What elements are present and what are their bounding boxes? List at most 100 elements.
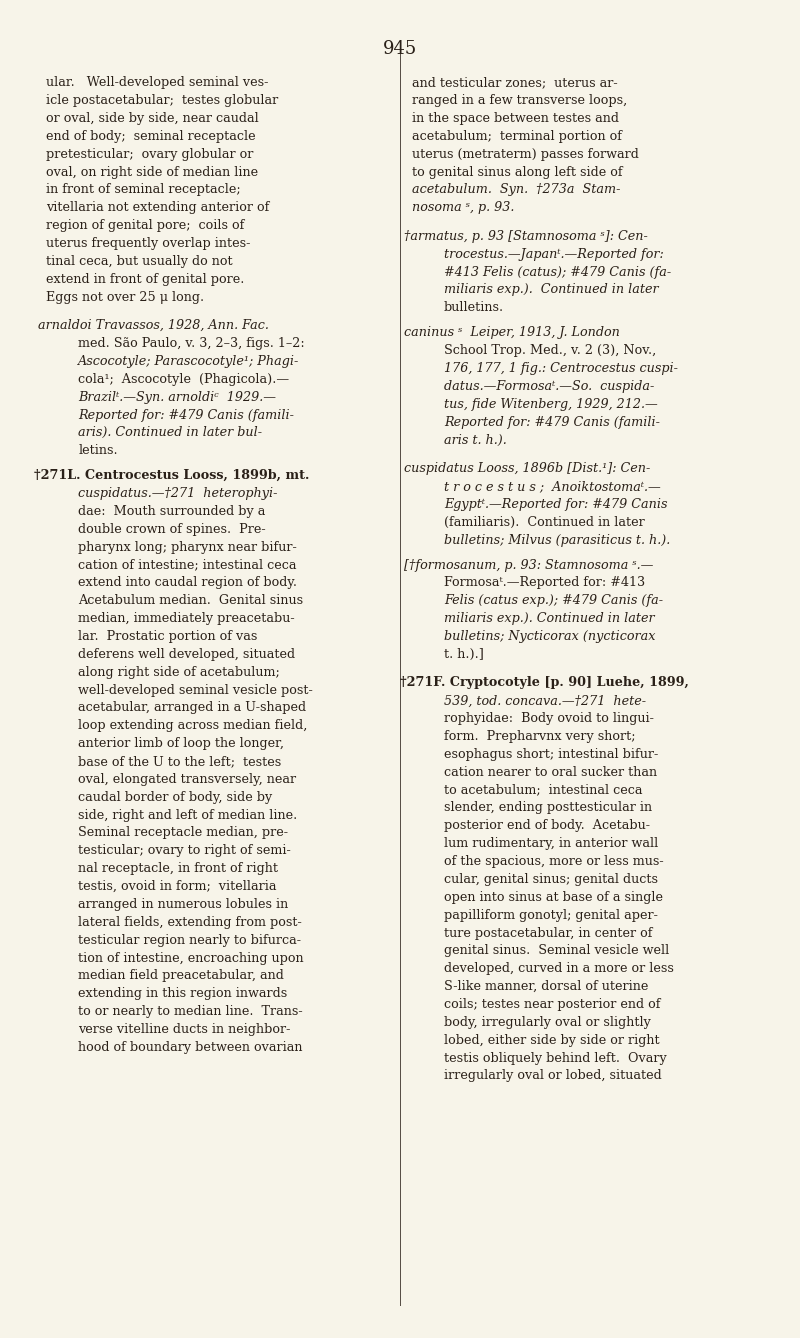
- Text: well-developed seminal vesicle post-: well-developed seminal vesicle post-: [78, 684, 313, 697]
- Text: cular, genital sinus; genital ducts: cular, genital sinus; genital ducts: [444, 872, 658, 886]
- Text: ular.   Well-developed seminal ves-: ular. Well-developed seminal ves-: [46, 76, 269, 90]
- Text: nal receptacle, in front of right: nal receptacle, in front of right: [78, 862, 278, 875]
- Text: loop extending across median field,: loop extending across median field,: [78, 720, 308, 732]
- Text: lum rudimentary, in anterior wall: lum rudimentary, in anterior wall: [444, 838, 658, 850]
- Text: cation of intestine; intestinal ceca: cation of intestine; intestinal ceca: [78, 558, 297, 571]
- Text: bulletins; Milvus (parasiticus t. h.).: bulletins; Milvus (parasiticus t. h.).: [444, 534, 670, 546]
- Text: pharynx long; pharynx near bifur-: pharynx long; pharynx near bifur-: [78, 541, 297, 554]
- Text: median field preacetabular, and: median field preacetabular, and: [78, 969, 284, 982]
- Text: trocestus.—Japanᵗ.—Reported for:: trocestus.—Japanᵗ.—Reported for:: [444, 248, 664, 261]
- Text: extend in front of genital pore.: extend in front of genital pore.: [46, 273, 245, 286]
- Text: cola¹;  Ascocotyle  (Phagicola).—: cola¹; Ascocotyle (Phagicola).—: [78, 373, 290, 385]
- Text: of the spacious, more or less mus-: of the spacious, more or less mus-: [444, 855, 664, 868]
- Text: S-like manner, dorsal of uterine: S-like manner, dorsal of uterine: [444, 981, 648, 993]
- Text: Brazilᵗ.—Syn. arnoldiᶜ  1929.—: Brazilᵗ.—Syn. arnoldiᶜ 1929.—: [78, 391, 277, 404]
- Text: testicular; ovary to right of semi-: testicular; ovary to right of semi-: [78, 844, 291, 858]
- Text: tus, fide Witenberg, 1929, 212.—: tus, fide Witenberg, 1929, 212.—: [444, 397, 658, 411]
- Text: bulletins.: bulletins.: [444, 301, 504, 314]
- Text: 176, 177, 1 fig.: Centrocestus cuspi-: 176, 177, 1 fig.: Centrocestus cuspi-: [444, 363, 678, 375]
- Text: [†formosanum, p. 93: Stamnosoma ˢ.—: [†formosanum, p. 93: Stamnosoma ˢ.—: [404, 558, 654, 571]
- Text: †271L. Centrocestus Looss, 1899b, mt.: †271L. Centrocestus Looss, 1899b, mt.: [34, 470, 310, 482]
- Text: side, right and left of median line.: side, right and left of median line.: [78, 808, 298, 822]
- Text: in the space between testes and: in the space between testes and: [412, 112, 619, 124]
- Text: arranged in numerous lobules in: arranged in numerous lobules in: [78, 898, 289, 911]
- Text: t r o c e s t u s ;  Anoiktostomaᵗ.—: t r o c e s t u s ; Anoiktostomaᵗ.—: [444, 480, 661, 492]
- Text: uterus (metraterm) passes forward: uterus (metraterm) passes forward: [412, 147, 639, 161]
- Text: †271F. Cryptocotyle [p. 90] Luehe, 1899,: †271F. Cryptocotyle [p. 90] Luehe, 1899,: [400, 677, 689, 689]
- Text: †armatus, p. 93 [Stamnosoma ˢ]: Cen-: †armatus, p. 93 [Stamnosoma ˢ]: Cen-: [404, 230, 648, 244]
- Text: anterior limb of loop the longer,: anterior limb of loop the longer,: [78, 737, 285, 751]
- Text: rophyidae:  Body ovoid to lingui-: rophyidae: Body ovoid to lingui-: [444, 712, 654, 725]
- Text: Seminal receptacle median, pre-: Seminal receptacle median, pre-: [78, 827, 288, 839]
- Text: base of the U to the left;  testes: base of the U to the left; testes: [78, 755, 282, 768]
- Text: (familiaris).  Continued in later: (familiaris). Continued in later: [444, 515, 645, 529]
- Text: bulletins; Nycticorax (nycticorax: bulletins; Nycticorax (nycticorax: [444, 630, 655, 644]
- Text: verse vitelline ducts in neighbor-: verse vitelline ducts in neighbor-: [78, 1024, 290, 1036]
- Text: Egyptᵗ.—Reported for: #479 Canis: Egyptᵗ.—Reported for: #479 Canis: [444, 498, 667, 511]
- Text: Felis (catus exp.); #479 Canis (fa-: Felis (catus exp.); #479 Canis (fa-: [444, 594, 663, 607]
- Text: to acetabulum;  intestinal ceca: to acetabulum; intestinal ceca: [444, 784, 642, 796]
- Text: double crown of spines.  Pre-: double crown of spines. Pre-: [78, 523, 266, 535]
- Text: extending in this region inwards: extending in this region inwards: [78, 987, 288, 1001]
- Text: oval, elongated transversely, near: oval, elongated transversely, near: [78, 773, 297, 785]
- Text: icle postacetabular;  testes globular: icle postacetabular; testes globular: [46, 94, 278, 107]
- Text: testicular region nearly to bifurca-: testicular region nearly to bifurca-: [78, 934, 302, 947]
- Text: developed, curved in a more or less: developed, curved in a more or less: [444, 962, 674, 975]
- Text: esophagus short; intestinal bifur-: esophagus short; intestinal bifur-: [444, 748, 658, 761]
- Text: slender, ending posttesticular in: slender, ending posttesticular in: [444, 801, 652, 815]
- Text: Formosaᵗ.—Reported for: #413: Formosaᵗ.—Reported for: #413: [444, 577, 645, 590]
- Text: datus.—Formosaᵗ.—So.  cuspida-: datus.—Formosaᵗ.—So. cuspida-: [444, 380, 654, 393]
- Text: median, immediately preacetabu-: median, immediately preacetabu-: [78, 613, 295, 625]
- Text: Reported for: #479 Canis (famili-: Reported for: #479 Canis (famili-: [444, 416, 660, 428]
- Text: Eggs not over 25 μ long.: Eggs not over 25 μ long.: [46, 290, 205, 304]
- Text: cuspidatus Looss, 1896b [Dist.¹]: Cen-: cuspidatus Looss, 1896b [Dist.¹]: Cen-: [404, 462, 650, 475]
- Text: end of body;  seminal receptacle: end of body; seminal receptacle: [46, 130, 256, 143]
- Text: arnaldoi Travassos, 1928, Ann. Fac.: arnaldoi Travassos, 1928, Ann. Fac.: [38, 320, 270, 332]
- Text: along right side of acetabulum;: along right side of acetabulum;: [78, 666, 280, 678]
- Text: tion of intestine, encroaching upon: tion of intestine, encroaching upon: [78, 951, 304, 965]
- Text: #413 Felis (catus); #479 Canis (fa-: #413 Felis (catus); #479 Canis (fa-: [444, 266, 671, 278]
- Text: Acetabulum median.  Genital sinus: Acetabulum median. Genital sinus: [78, 594, 303, 607]
- Text: aris). Continued in later bul-: aris). Continued in later bul-: [78, 427, 262, 439]
- Text: nosoma ˢ, p. 93.: nosoma ˢ, p. 93.: [412, 201, 514, 214]
- Text: t. h.).]: t. h.).]: [444, 648, 484, 661]
- Text: aris t. h.).: aris t. h.).: [444, 434, 506, 447]
- Text: lar.  Prostatic portion of vas: lar. Prostatic portion of vas: [78, 630, 258, 644]
- Text: School Trop. Med., v. 2 (3), Nov.,: School Trop. Med., v. 2 (3), Nov.,: [444, 344, 656, 357]
- Text: 539, tod. concava.—†271  hete-: 539, tod. concava.—†271 hete-: [444, 694, 646, 708]
- Text: to genital sinus along left side of: to genital sinus along left side of: [412, 166, 622, 178]
- Text: lateral fields, extending from post-: lateral fields, extending from post-: [78, 915, 302, 929]
- Text: testis obliquely behind left.  Ovary: testis obliquely behind left. Ovary: [444, 1052, 666, 1065]
- Text: acetabulum;  terminal portion of: acetabulum; terminal portion of: [412, 130, 622, 143]
- Text: to or nearly to median line.  Trans-: to or nearly to median line. Trans-: [78, 1005, 303, 1018]
- Text: ranged in a few transverse loops,: ranged in a few transverse loops,: [412, 94, 627, 107]
- Text: testis, ovoid in form;  vitellaria: testis, ovoid in form; vitellaria: [78, 880, 277, 892]
- Text: acetabular, arranged in a U-shaped: acetabular, arranged in a U-shaped: [78, 701, 306, 714]
- Text: lobed, either side by side or right: lobed, either side by side or right: [444, 1034, 660, 1046]
- Text: med. São Paulo, v. 3, 2–3, figs. 1–2:: med. São Paulo, v. 3, 2–3, figs. 1–2:: [78, 337, 305, 351]
- Text: cuspidatus.—†271  heterophyi-: cuspidatus.—†271 heterophyi-: [78, 487, 278, 500]
- Text: extend into caudal region of body.: extend into caudal region of body.: [78, 577, 298, 590]
- Text: caninus ˢ  Leiper, 1913, J. London: caninus ˢ Leiper, 1913, J. London: [404, 326, 620, 340]
- Text: irregularly oval or lobed, situated: irregularly oval or lobed, situated: [444, 1069, 662, 1082]
- Text: papilliform gonotyl; genital aper-: papilliform gonotyl; genital aper-: [444, 909, 658, 922]
- Text: oval, on right side of median line: oval, on right side of median line: [46, 166, 258, 178]
- Text: genital sinus.  Seminal vesicle well: genital sinus. Seminal vesicle well: [444, 945, 670, 958]
- Text: coils; testes near posterior end of: coils; testes near posterior end of: [444, 998, 661, 1012]
- Text: in front of seminal receptacle;: in front of seminal receptacle;: [46, 183, 241, 197]
- Text: or oval, side by side, near caudal: or oval, side by side, near caudal: [46, 112, 259, 124]
- Text: caudal border of body, side by: caudal border of body, side by: [78, 791, 273, 804]
- Text: tinal ceca, but usually do not: tinal ceca, but usually do not: [46, 256, 233, 268]
- Text: miliaris exp.).  Continued in later: miliaris exp.). Continued in later: [444, 284, 658, 297]
- Text: Reported for: #479 Canis (famili-: Reported for: #479 Canis (famili-: [78, 408, 294, 421]
- Text: ture postacetabular, in center of: ture postacetabular, in center of: [444, 926, 653, 939]
- Text: and testicular zones;  uterus ar-: and testicular zones; uterus ar-: [412, 76, 618, 90]
- Text: body, irregularly oval or slightly: body, irregularly oval or slightly: [444, 1016, 651, 1029]
- Text: deferens well developed, situated: deferens well developed, situated: [78, 648, 295, 661]
- Text: open into sinus at base of a single: open into sinus at base of a single: [444, 891, 663, 903]
- Text: cation nearer to oral sucker than: cation nearer to oral sucker than: [444, 765, 657, 779]
- Text: region of genital pore;  coils of: region of genital pore; coils of: [46, 219, 245, 233]
- Text: posterior end of body.  Acetabu-: posterior end of body. Acetabu-: [444, 819, 650, 832]
- Text: form.  Prepharvnx very short;: form. Prepharvnx very short;: [444, 731, 635, 743]
- Text: dae:  Mouth surrounded by a: dae: Mouth surrounded by a: [78, 504, 266, 518]
